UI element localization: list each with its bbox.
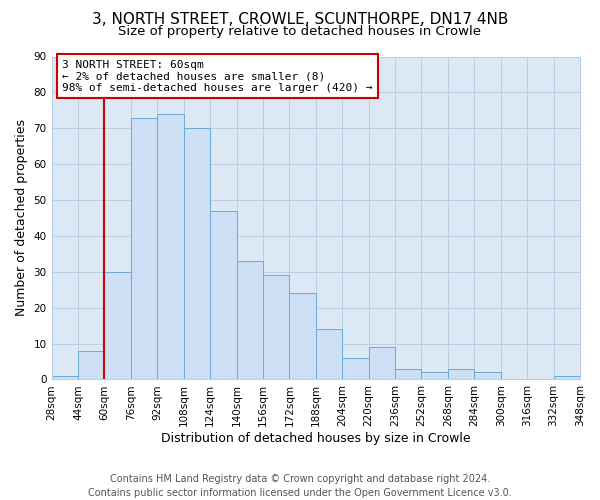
Text: Contains HM Land Registry data © Crown copyright and database right 2024.
Contai: Contains HM Land Registry data © Crown c… bbox=[88, 474, 512, 498]
X-axis label: Distribution of detached houses by size in Crowle: Distribution of detached houses by size … bbox=[161, 432, 470, 445]
Bar bbox=[316, 329, 342, 380]
Bar bbox=[236, 261, 263, 380]
Bar bbox=[554, 376, 580, 380]
Text: 3 NORTH STREET: 60sqm
← 2% of detached houses are smaller (8)
98% of semi-detach: 3 NORTH STREET: 60sqm ← 2% of detached h… bbox=[62, 60, 373, 93]
Bar bbox=[289, 294, 316, 380]
Bar bbox=[263, 276, 289, 380]
Bar bbox=[395, 368, 421, 380]
Bar bbox=[475, 372, 501, 380]
Bar bbox=[78, 351, 104, 380]
Bar bbox=[104, 272, 131, 380]
Text: Size of property relative to detached houses in Crowle: Size of property relative to detached ho… bbox=[119, 25, 482, 38]
Bar bbox=[342, 358, 368, 380]
Bar bbox=[448, 368, 475, 380]
Bar bbox=[210, 211, 236, 380]
Y-axis label: Number of detached properties: Number of detached properties bbox=[15, 120, 28, 316]
Bar bbox=[368, 347, 395, 380]
Bar bbox=[131, 118, 157, 380]
Bar bbox=[157, 114, 184, 380]
Bar bbox=[421, 372, 448, 380]
Bar bbox=[184, 128, 210, 380]
Bar bbox=[52, 376, 78, 380]
Text: 3, NORTH STREET, CROWLE, SCUNTHORPE, DN17 4NB: 3, NORTH STREET, CROWLE, SCUNTHORPE, DN1… bbox=[92, 12, 508, 28]
